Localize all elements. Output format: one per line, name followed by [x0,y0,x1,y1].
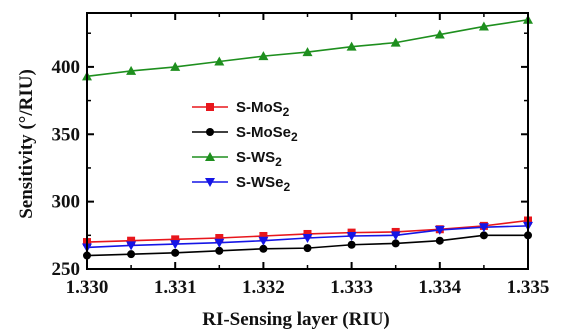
data-point [258,236,269,246]
series-s-ws2 [82,14,533,81]
legend-marker [206,103,214,111]
x-tick-label: 1.330 [66,277,109,298]
data-point [259,244,268,253]
series-layer [82,14,533,260]
data-point [347,240,356,249]
x-tick-label: 1.331 [154,277,197,298]
series-s-mose2 [83,231,532,260]
data-point [215,234,224,243]
y-tick-label: 300 [52,192,81,213]
x-axis-label: RI-Sensing layer (RIU) [202,309,390,330]
data-point [391,239,400,248]
legend-marker [205,178,215,187]
data-point [346,231,357,241]
data-point [170,240,181,250]
data-point [171,235,180,244]
data-point [214,56,225,66]
data-point [258,51,269,61]
legend-label: S-WS2 [236,149,282,169]
data-point [390,37,401,47]
data-point [259,231,268,240]
data-point [127,250,136,259]
data-point [435,236,444,245]
data-point [302,234,313,244]
data-point [126,241,137,251]
legend-label: S-MoS2 [236,99,290,119]
data-point [303,229,312,238]
legend-marker [205,152,215,161]
x-tick-label: 1.333 [330,277,373,298]
x-tick-label: 1.334 [418,277,461,298]
legend: S-MoS2 S-MoSe2 S-WS2 S-WSe2 [192,99,298,194]
y-tick-label: 350 [52,124,81,145]
data-point [302,47,313,57]
x-tick-label: 1.335 [507,277,550,298]
legend-label: S-WSe2 [236,174,291,194]
y-tick-label: 250 [52,259,81,280]
data-point [126,65,137,75]
data-point [170,61,181,71]
x-tick-label: 1.332 [242,277,285,298]
data-point [478,223,489,233]
data-point [478,21,489,31]
legend-entry: S-WSe2 [192,174,291,194]
data-point [434,225,445,235]
legend-label: S-MoSe2 [236,124,298,144]
y-tick-label: 400 [52,57,81,78]
data-point [215,246,224,255]
data-point [171,248,180,257]
data-point [434,29,445,39]
legend-entry: S-MoSe2 [192,124,298,144]
data-point [303,244,312,253]
data-point [127,236,136,245]
legend-entry: S-MoS2 [192,99,290,119]
legend-marker [206,128,214,136]
data-point [346,41,357,51]
data-point [390,231,401,241]
series-s-wse2 [82,221,533,253]
y-axis-label: Sensitivity (°/RIU) [16,69,37,219]
data-point [214,238,225,248]
data-point [479,231,488,240]
legend-entry: S-WS2 [192,149,282,169]
axes: 1.330 1.331 1.332 1.333 1.334 1.335 250 300 350 4… [52,12,550,298]
